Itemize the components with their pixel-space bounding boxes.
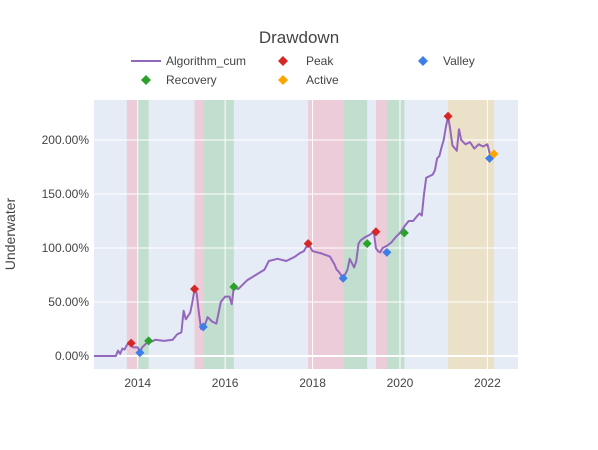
- band-recovery-3: [203, 100, 234, 369]
- legend-item-recovery[interactable]: Recovery: [141, 73, 217, 87]
- x-tick-label-2022: 2022: [474, 376, 501, 390]
- peak-marker-2: [303, 239, 313, 249]
- legend-marker-recovery: [141, 75, 151, 85]
- legend-marker-peak: [278, 56, 288, 66]
- recovery-marker-2: [362, 239, 372, 249]
- legend-item-algorithm-cum[interactable]: Algorithm_cum: [131, 54, 246, 68]
- band-drawdown-6: [375, 100, 387, 369]
- legend-item-active[interactable]: Active: [278, 73, 339, 87]
- recovery-marker-1: [229, 282, 239, 292]
- peak-marker-1: [190, 284, 200, 294]
- band-recovery-5: [343, 100, 368, 369]
- legend-marker-active: [278, 75, 288, 85]
- plot-area: [94, 100, 518, 369]
- recovery-marker-0: [144, 336, 154, 346]
- legend-label-peak: Peak: [306, 54, 334, 68]
- series-layer: [94, 115, 493, 357]
- legend-label-active: Active: [306, 73, 339, 87]
- active-marker-0: [489, 149, 499, 159]
- legend-item-peak[interactable]: Peak: [278, 54, 334, 68]
- band-recovery-1: [137, 100, 149, 369]
- x-tick-label-2014: 2014: [124, 376, 151, 390]
- shaded-bands: [126, 100, 494, 369]
- peak-marker-4: [443, 111, 453, 121]
- y-axis-ticks: 0.00% 50.00% 100.00% 150.00% 200.00%: [42, 133, 90, 363]
- chart-title: Drawdown: [259, 28, 339, 47]
- valley-marker-1: [198, 322, 208, 332]
- y-axis-title: Underwater: [2, 197, 18, 270]
- x-axis-ticks: 2014 2016 2018 2020 2022: [124, 376, 501, 390]
- y-tick-label-0: 0.00%: [55, 349, 89, 363]
- x-tick-label-2020: 2020: [387, 376, 414, 390]
- recovery-marker-3: [399, 228, 409, 238]
- y-tick-label-50: 50.00%: [48, 295, 89, 309]
- marker-layer: [126, 111, 499, 358]
- peak-marker-3: [371, 227, 381, 237]
- peak-marker-0: [126, 338, 136, 348]
- x-tick-label-2016: 2016: [212, 376, 239, 390]
- legend-label-algorithm-cum: Algorithm_cum: [166, 54, 246, 68]
- legend-item-valley[interactable]: Valley: [418, 54, 475, 68]
- band-drawdown-2: [194, 100, 204, 369]
- legend-marker-valley: [418, 56, 428, 66]
- x-tick-label-2018: 2018: [299, 376, 326, 390]
- y-tick-label-200: 200.00%: [42, 133, 90, 147]
- valley-marker-3: [382, 247, 392, 257]
- band-drawdown-0: [126, 100, 138, 369]
- band-drawdown-4: [308, 100, 344, 369]
- y-tick-label-100: 100.00%: [42, 241, 90, 255]
- legend: Algorithm_cum Peak Valley Recovery Activ…: [131, 54, 475, 87]
- valley-marker-2: [338, 273, 348, 283]
- valley-marker-0: [135, 348, 145, 358]
- series-line-algorithm-cum: [94, 115, 493, 357]
- legend-label-valley: Valley: [443, 54, 475, 68]
- legend-label-recovery: Recovery: [166, 73, 217, 87]
- y-tick-label-150: 150.00%: [42, 187, 90, 201]
